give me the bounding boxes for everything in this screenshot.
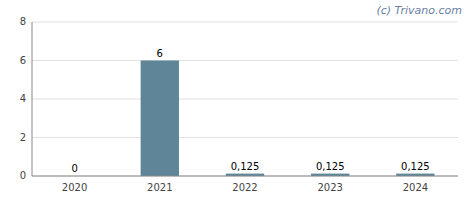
y-tick-label: 6 [20,55,26,66]
data-label: 0 [71,163,77,174]
data-label: 6 [157,48,163,59]
x-tick-label: 2021 [147,182,172,193]
watermark: (c) Trivano.com [376,4,462,17]
grid-line [32,22,458,23]
grid-line [32,176,458,177]
y-tick-label: 0 [20,170,26,181]
x-tick-label: 2023 [317,182,342,193]
x-axis-line [32,176,458,177]
x-tick-label: 2024 [403,182,428,193]
data-label: 0,125 [401,161,430,172]
data-label: 0,125 [316,161,345,172]
grid-line [32,137,458,138]
chart-svg: 02468060,1250,1250,125202020212022202320… [0,0,470,200]
x-axis: 2020 2021 2022 2023 2024 [62,182,428,193]
grid-line [32,99,458,100]
data-label: 0,125 [231,161,260,172]
bars [141,61,435,177]
y-tick-label: 8 [20,16,26,27]
y-axis: 0 2 4 6 8 [20,16,32,181]
y-tick-label: 2 [20,132,26,143]
x-tick-label: 2022 [232,182,257,193]
x-tick-label: 2020 [62,182,87,193]
bar [141,61,179,177]
grid [32,22,458,176]
chart-container: 02468060,1250,1250,125202020212022202320… [0,0,470,200]
y-axis-line [32,22,33,176]
grid-line [32,60,458,61]
data-labels: 0 6 0,125 0,125 0,125 [71,48,429,175]
y-tick-label: 4 [20,93,26,104]
